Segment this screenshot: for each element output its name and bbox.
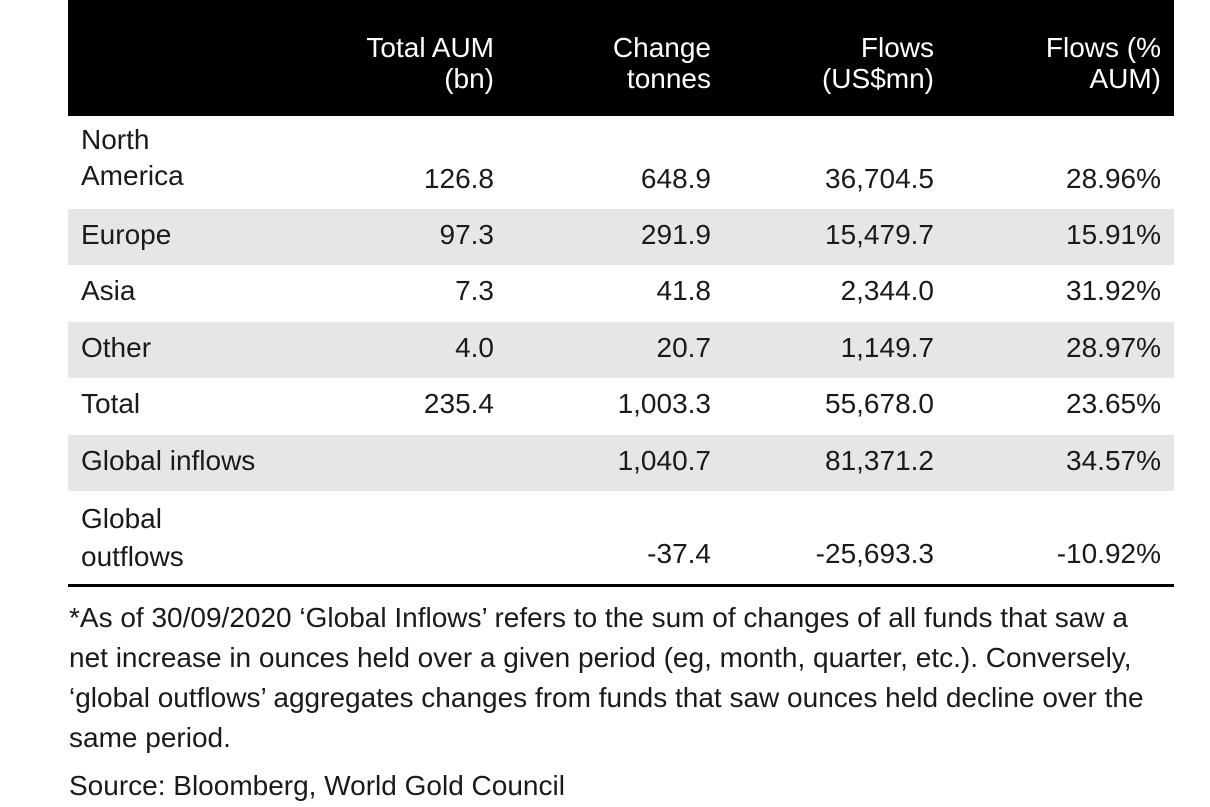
cell-pct: 15.91% bbox=[1066, 219, 1161, 250]
cell-aum: 4.0 bbox=[455, 332, 494, 363]
row-label: Total bbox=[81, 388, 141, 419]
cell-aum: 97.3 bbox=[439, 219, 495, 250]
table-row-global-inflows: Global inflows 1,040.7 81,371.2 34.57% bbox=[68, 435, 1174, 491]
table-header: Total AUM (bn) Change tonnes Flows (US$m… bbox=[68, 0, 1174, 116]
cell-pct: 28.97% bbox=[1066, 332, 1161, 363]
cell-flows: -25,693.3 bbox=[815, 538, 934, 569]
table-row-global-outflows: Global outflows -37.4 -25,693.3 -10.92% bbox=[68, 491, 1174, 584]
table-bottom-rule bbox=[68, 584, 1174, 587]
cell-pct: 23.65% bbox=[1066, 388, 1161, 419]
header-flows-usd: Flows (US$mn) bbox=[821, 32, 934, 94]
cell-change: 41.8 bbox=[656, 275, 712, 306]
row-label: Europe bbox=[81, 219, 172, 250]
header-flows-pct-aum: Flows (% AUM) bbox=[1045, 32, 1161, 94]
cell-change: 648.9 bbox=[640, 163, 711, 194]
cell-aum: 235.4 bbox=[423, 388, 494, 419]
cell-pct: 31.92% bbox=[1066, 275, 1161, 306]
cell-aum: 126.8 bbox=[423, 163, 494, 194]
cell-flows: 36,704.5 bbox=[825, 163, 934, 194]
cell-flows: 55,678.0 bbox=[825, 388, 934, 419]
row-label: Global inflows bbox=[81, 445, 256, 476]
header-total-aum: Total AUM (bn) bbox=[366, 32, 494, 94]
cell-flows: 2,344.0 bbox=[840, 275, 934, 306]
header-change-tonnes: Change tonnes bbox=[612, 32, 711, 94]
cell-flows: 81,371.2 bbox=[825, 445, 934, 476]
table-row-other: Other 4.0 20.7 1,149.7 28.97% bbox=[68, 322, 1174, 378]
source-text: Source: Bloomberg, World Gold Council bbox=[69, 770, 565, 801]
row-label: North America bbox=[81, 124, 184, 191]
row-label: Asia bbox=[81, 275, 136, 306]
cell-pct: 34.57% bbox=[1066, 445, 1161, 476]
table-row-total: Total 235.4 1,003.3 55,678.0 23.65% bbox=[68, 378, 1174, 435]
cell-change: 20.7 bbox=[656, 332, 712, 363]
table-row-north-america: North America 126.8 648.9 36,704.5 28.96… bbox=[68, 116, 1174, 209]
cell-flows: 1,149.7 bbox=[840, 332, 934, 363]
cell-flows: 15,479.7 bbox=[825, 219, 934, 250]
cell-change: 1,040.7 bbox=[617, 445, 711, 476]
cell-aum: 7.3 bbox=[455, 275, 494, 306]
cell-change: -37.4 bbox=[647, 538, 711, 569]
row-label: Global outflows bbox=[81, 503, 184, 572]
cell-change: 291.9 bbox=[640, 219, 711, 250]
cell-pct: 28.96% bbox=[1066, 163, 1161, 194]
cell-change: 1,003.3 bbox=[617, 388, 711, 419]
cell-pct: -10.92% bbox=[1056, 538, 1161, 569]
table-row-europe: Europe 97.3 291.9 15,479.7 15.91% bbox=[68, 209, 1174, 265]
table-row-asia: Asia 7.3 41.8 2,344.0 31.92% bbox=[68, 265, 1174, 322]
row-label: Other bbox=[81, 332, 152, 363]
footnote-text: *As of 30/09/2020 ‘Global Inflows’ refer… bbox=[69, 602, 1144, 753]
